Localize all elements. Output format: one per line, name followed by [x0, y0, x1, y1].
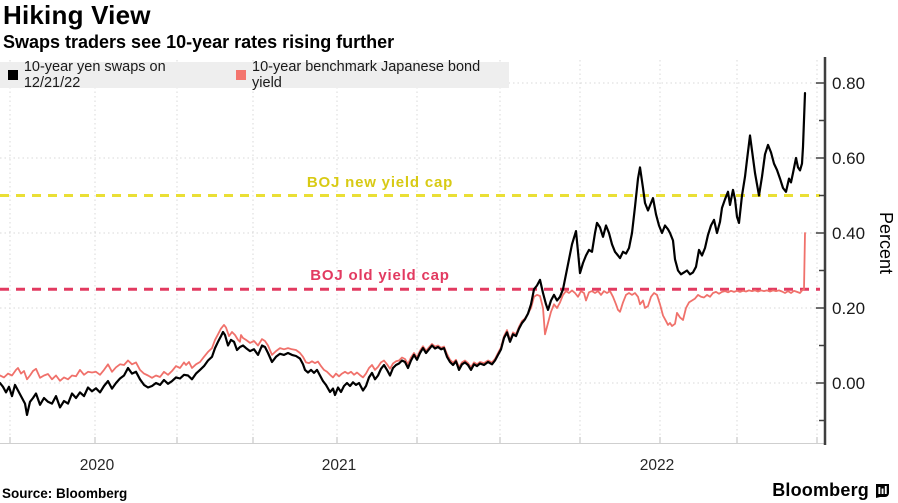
y-tick-label: 0.00 [832, 374, 865, 393]
annotation-boj-old-yield-cap: BOJ old yield cap [310, 267, 450, 285]
bloomberg-logo: Bloomberg [772, 480, 890, 501]
annotation-boj-new-yield-cap: BOJ new yield cap [306, 173, 454, 191]
bloomberg-wordmark: Bloomberg [772, 480, 869, 500]
y-axis-title: Percent [876, 212, 896, 275]
x-tick-label-2020: 2020 [80, 457, 115, 474]
legend: 10-year yen swaps on 12/21/22 10-year be… [0, 59, 509, 91]
x-tick-label-2022: 2022 [640, 457, 674, 474]
y-tick-label: 0.80 [832, 74, 865, 93]
series-line-swaps [0, 91, 807, 416]
chart-title: Hiking View [3, 0, 151, 30]
legend-label-swaps: 10-year yen swaps on 12/21/22 [23, 59, 166, 91]
legend-label-jgb: 10-year benchmark Japanese bond yield [252, 59, 481, 91]
y-tick-label: 0.60 [832, 149, 865, 168]
chart-subtitle: Swaps traders see 10-year rates rising f… [3, 32, 395, 52]
legend-item-jgb: 10-year benchmark Japanese bond yield [236, 59, 509, 91]
jgb-swatch-icon [236, 70, 247, 80]
series-line-jgb [0, 232, 806, 382]
y-tick-label: 0.20 [832, 299, 865, 318]
x-tick-label-2021: 2021 [322, 457, 356, 474]
swaps-swatch-icon [8, 70, 18, 80]
y-tick-label: 0.40 [832, 224, 865, 243]
source-credit: Source: Bloomberg [2, 486, 128, 501]
bloomberg-mark-icon [876, 484, 889, 498]
legend-item-swaps: 10-year yen swaps on 12/21/22 [8, 59, 222, 91]
